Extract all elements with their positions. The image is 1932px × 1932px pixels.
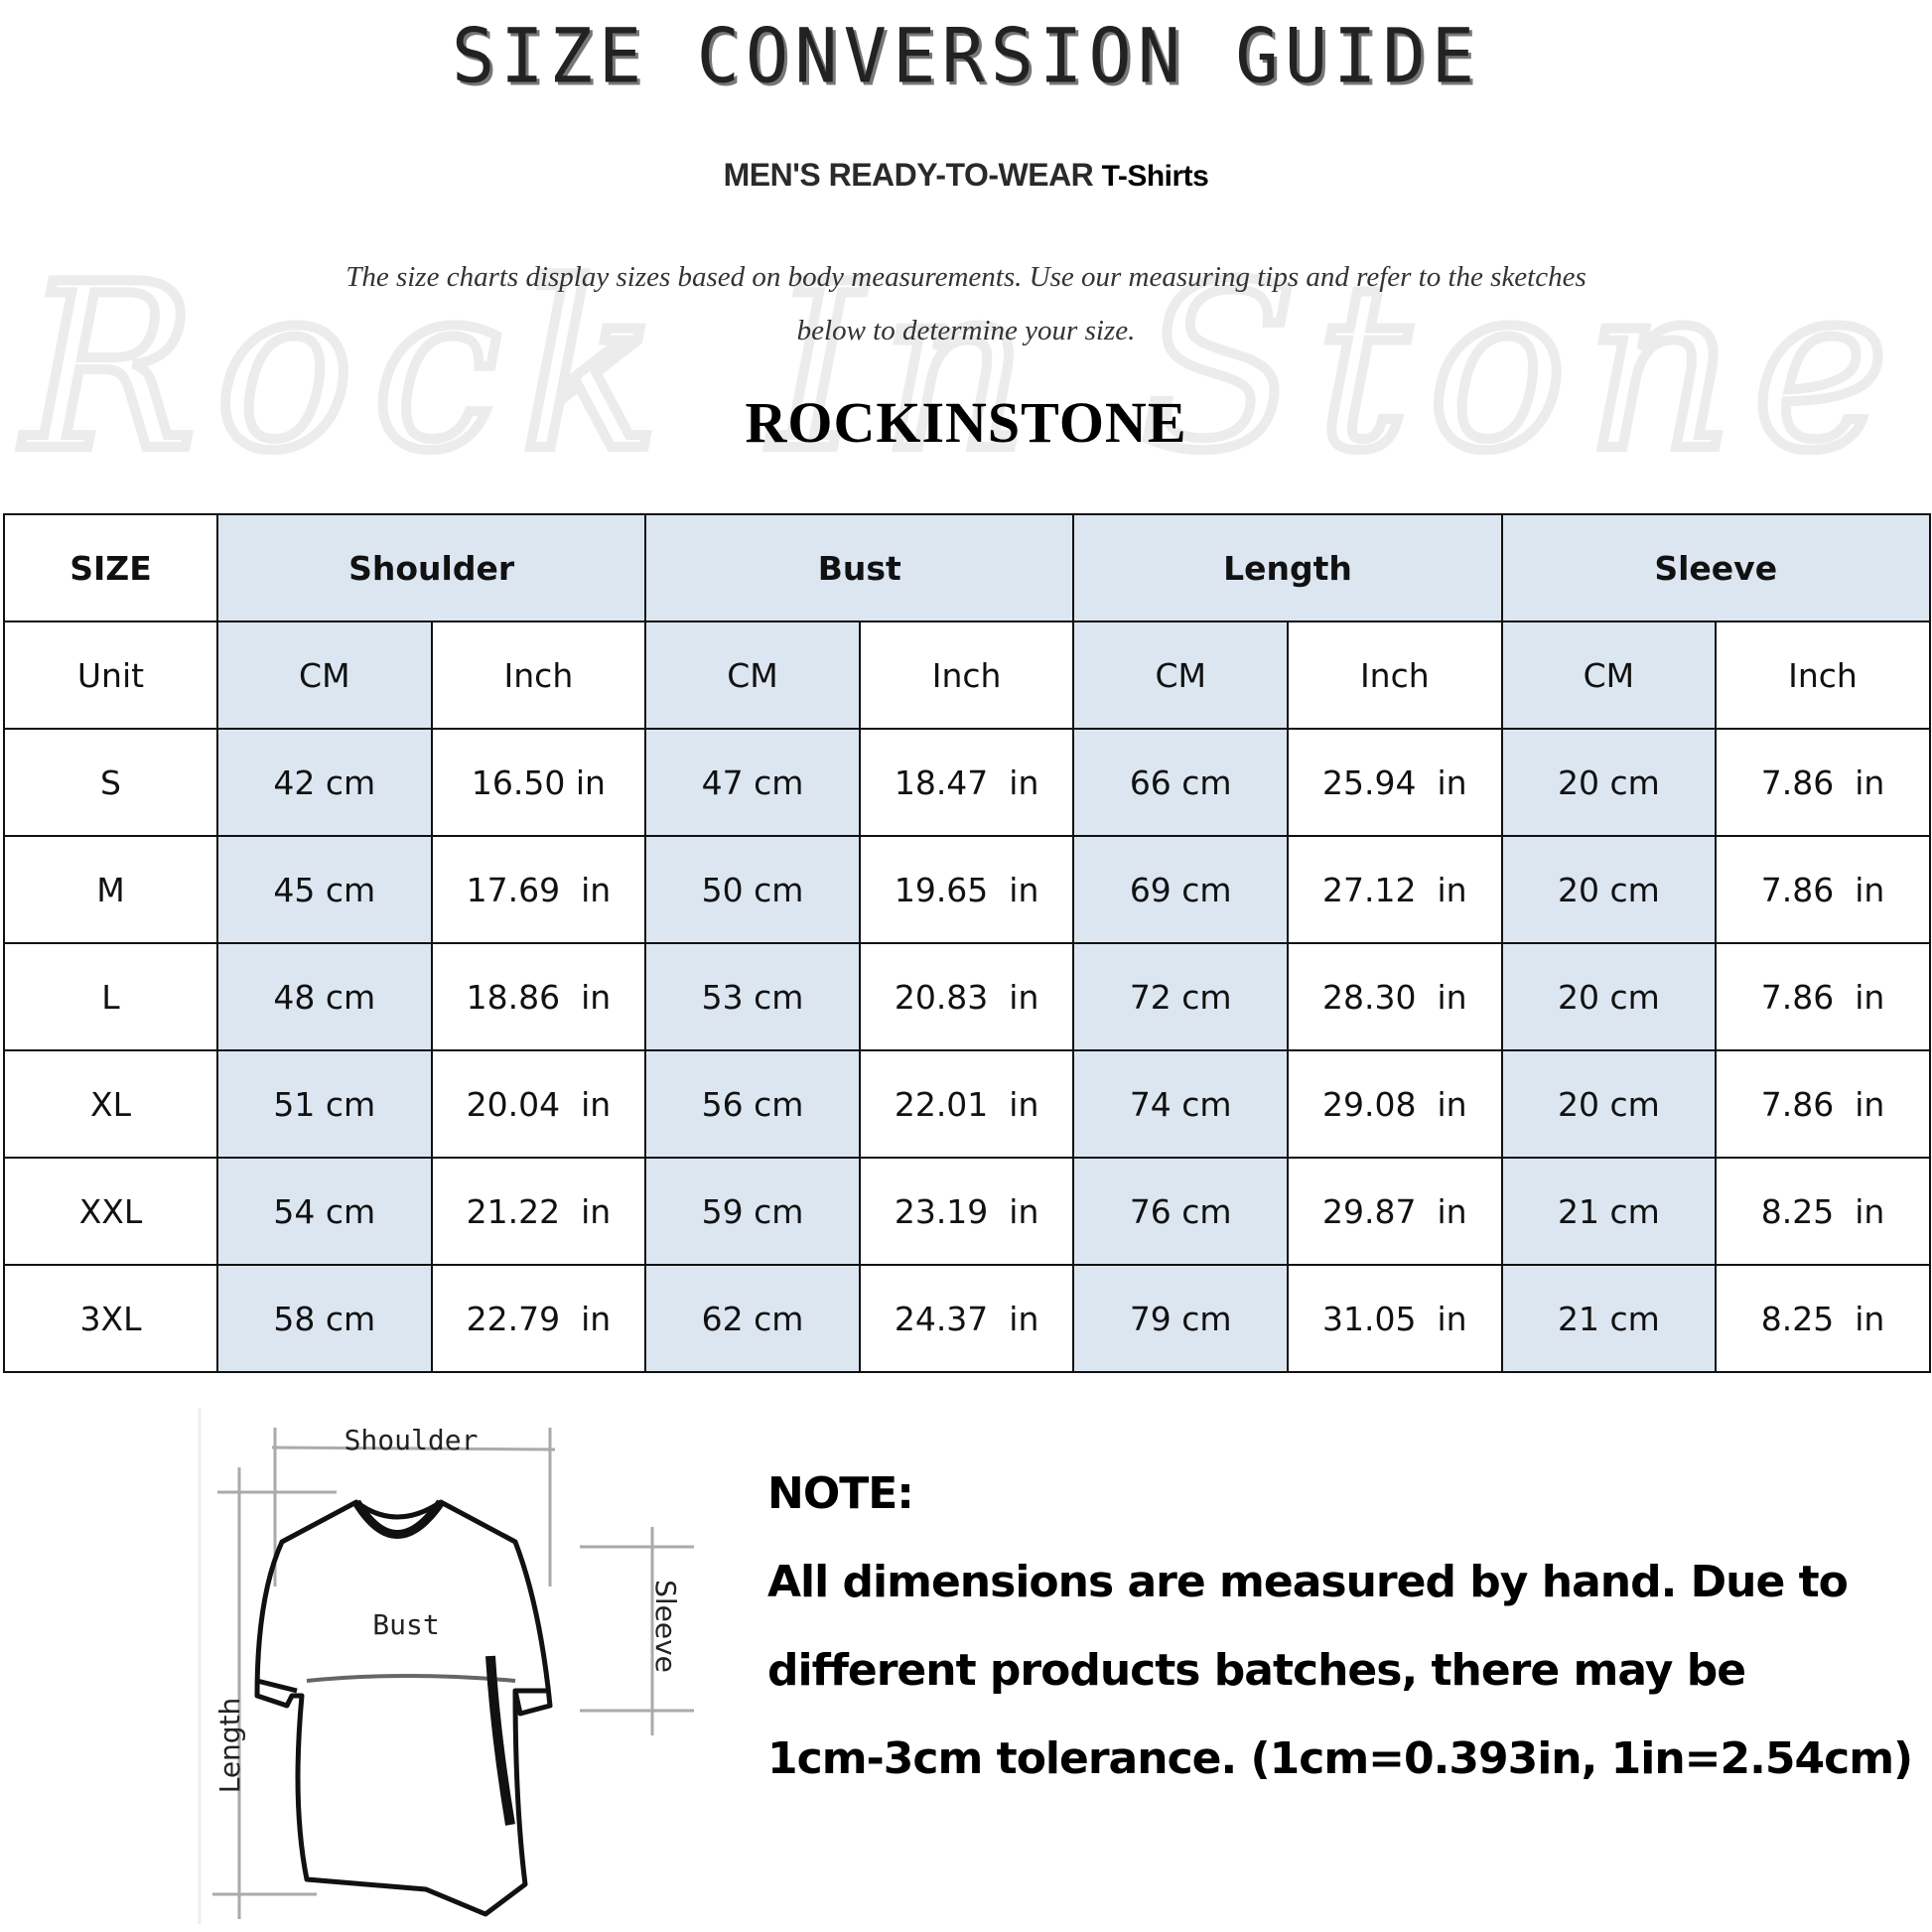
table-row: XL 51 cm 20.04 in 56 cm 22.01 in 74 cm 29.08 i… [3, 1049, 1931, 1159]
table-row: XXL 54 cm 21.22 in 59 cm 23.19 in 76 cm 29.87 … [3, 1157, 1931, 1266]
unit-inch: Inch [858, 621, 1075, 730]
intro-text: The size charts display sizes based on b… [298, 250, 1634, 357]
group-bust: Bust [644, 513, 1075, 622]
diagram-label-bust: Bust [372, 1608, 439, 1641]
table-row: 3XL 58 cm 22.79 in 62 cm 24.37 in 79 cm 31.05 … [3, 1264, 1931, 1373]
cm-value-cell: 56 cm [644, 1049, 861, 1159]
cm-value-cell: 42 cm [216, 728, 433, 837]
cm-value-cell: 20 cm [1500, 1049, 1718, 1159]
table-row: L 48 cm 18.86 in 53 cm 20.83 in 72 cm 28.30 in… [3, 942, 1931, 1051]
size-label: XL [3, 1049, 218, 1159]
size-label: XXL [3, 1157, 218, 1266]
inch-value-cell: 31.05 in [1287, 1264, 1503, 1373]
note-line: different products batches, there may be [767, 1645, 1746, 1696]
cm-value-cell: 79 cm [1072, 1264, 1289, 1373]
cm-value-cell: 76 cm [1072, 1157, 1289, 1266]
inch-value-cell: 20.04 in [430, 1049, 647, 1159]
cm-value-cell: 53 cm [644, 942, 861, 1051]
inch-value-cell: 21.22 in [430, 1157, 647, 1266]
intro-line: The size charts display sizes based on b… [345, 261, 1587, 293]
size-label: S [3, 728, 218, 837]
subtitle-main: MEN'S READY-TO-WEAR [723, 157, 1094, 193]
inch-value-cell: 18.47 in [858, 728, 1075, 837]
cm-value-cell: 72 cm [1072, 942, 1289, 1051]
inch-value-cell: 16.50 in [430, 728, 647, 837]
unit-inch: Inch [1715, 621, 1931, 730]
inch-value-cell: 24.37 in [858, 1264, 1075, 1373]
cm-value-cell: 58 cm [216, 1264, 433, 1373]
size-table: SIZE Shoulder Bust Length Sleeve Unit CM… [3, 513, 1931, 1373]
diagram-label-shoulder: Shoulder [345, 1424, 479, 1456]
cm-value-cell: 20 cm [1500, 728, 1718, 837]
inch-value-cell: 7.86 in [1715, 942, 1931, 1051]
size-label: 3XL [3, 1264, 218, 1373]
brand-watermark: Rock In Stone [15, 248, 1908, 486]
inch-value-cell: 22.79 in [430, 1264, 647, 1373]
diagram-label-sleeve: Sleeve [649, 1580, 682, 1673]
intro-line: below to determine your size. [796, 315, 1136, 346]
inch-value-cell: 22.01 in [858, 1049, 1075, 1159]
cm-value-cell: 51 cm [216, 1049, 433, 1159]
group-length: Length [1072, 513, 1503, 622]
inch-value-cell: 18.86 in [430, 942, 647, 1051]
group-shoulder: Shoulder [215, 513, 647, 622]
subtitle-product: T-Shirts [1101, 160, 1209, 193]
cm-value-cell: 50 cm [644, 835, 861, 944]
table-row: S 42 cm 16.50 in 47 cm 18.47 in 66 cm 25.94 in… [3, 728, 1931, 837]
tshirt-measurement-diagram: Shoulder Bust Length Sleeve [198, 1408, 694, 1924]
inch-value-cell: 7.86 in [1715, 835, 1931, 944]
note-line: 1cm-3cm tolerance. (1cm=0.393in, 1in=2.5… [767, 1733, 1913, 1784]
cm-value-cell: 20 cm [1500, 942, 1718, 1051]
cm-value-cell: 74 cm [1072, 1049, 1289, 1159]
cm-value-cell: 47 cm [644, 728, 861, 837]
inch-value-cell: 29.08 in [1287, 1049, 1503, 1159]
unit-inch: Inch [1287, 621, 1503, 730]
cm-value-cell: 66 cm [1072, 728, 1289, 837]
inch-value-cell: 8.25 in [1715, 1264, 1931, 1373]
unit-row: Unit CM Inch CM Inch CM Inch CM Inch [3, 621, 1931, 730]
inch-value-cell: 25.94 in [1287, 728, 1503, 837]
inch-value-cell: 23.19 in [858, 1157, 1075, 1266]
inch-value-cell: 7.86 in [1715, 1049, 1931, 1159]
inch-value-cell: 17.69 in [430, 835, 647, 944]
unit-cm: CM [1500, 621, 1718, 730]
cm-value-cell: 59 cm [644, 1157, 861, 1266]
cm-value-cell: 62 cm [644, 1264, 861, 1373]
unit-inch: Inch [430, 621, 647, 730]
cm-value-cell: 54 cm [216, 1157, 433, 1266]
inch-value-cell: 28.30 in [1287, 942, 1503, 1051]
note: NOTE: All dimensions are measured by han… [767, 1449, 1919, 1803]
brand-name: ROCKINSTONE [745, 390, 1187, 455]
inch-value-cell: 29.87 in [1287, 1157, 1503, 1266]
table-row: M 45 cm 17.69 in 50 cm 19.65 in 69 cm 27.12 in… [3, 835, 1931, 944]
cm-value-cell: 69 cm [1072, 835, 1289, 944]
size-label: L [3, 942, 218, 1051]
svg-text:Rock In Stone: Rock In Stone [20, 248, 1908, 486]
cm-value-cell: 45 cm [216, 835, 433, 944]
inch-value-cell: 20.83 in [858, 942, 1075, 1051]
inch-value-cell: 7.86 in [1715, 728, 1931, 837]
cm-value-cell: 21 cm [1500, 1264, 1718, 1373]
diagram-label-length: Length [213, 1698, 246, 1794]
subtitle: MEN'S READY-TO-WEAR T-Shirts [0, 157, 1932, 194]
unit-cm: CM [1072, 621, 1289, 730]
group-header-row: SIZE Shoulder Bust Length Sleeve [3, 513, 1931, 622]
corner-label: SIZE [3, 513, 218, 622]
group-sleeve: Sleeve [1500, 513, 1931, 622]
note-line: All dimensions are measured by hand. Due… [767, 1557, 1849, 1607]
page-title: SIZE CONVERSION GUIDE [451, 11, 1481, 100]
cm-value-cell: 21 cm [1500, 1157, 1718, 1266]
cm-value-cell: 20 cm [1500, 835, 1718, 944]
cm-value-cell: 48 cm [216, 942, 433, 1051]
inch-value-cell: 19.65 in [858, 835, 1075, 944]
unit-cm: CM [216, 621, 433, 730]
unit-cm: CM [644, 621, 861, 730]
unit-label: Unit [3, 621, 218, 730]
size-label: M [3, 835, 218, 944]
inch-value-cell: 8.25 in [1715, 1157, 1931, 1266]
inch-value-cell: 27.12 in [1287, 835, 1503, 944]
note-heading: NOTE: [767, 1468, 914, 1519]
